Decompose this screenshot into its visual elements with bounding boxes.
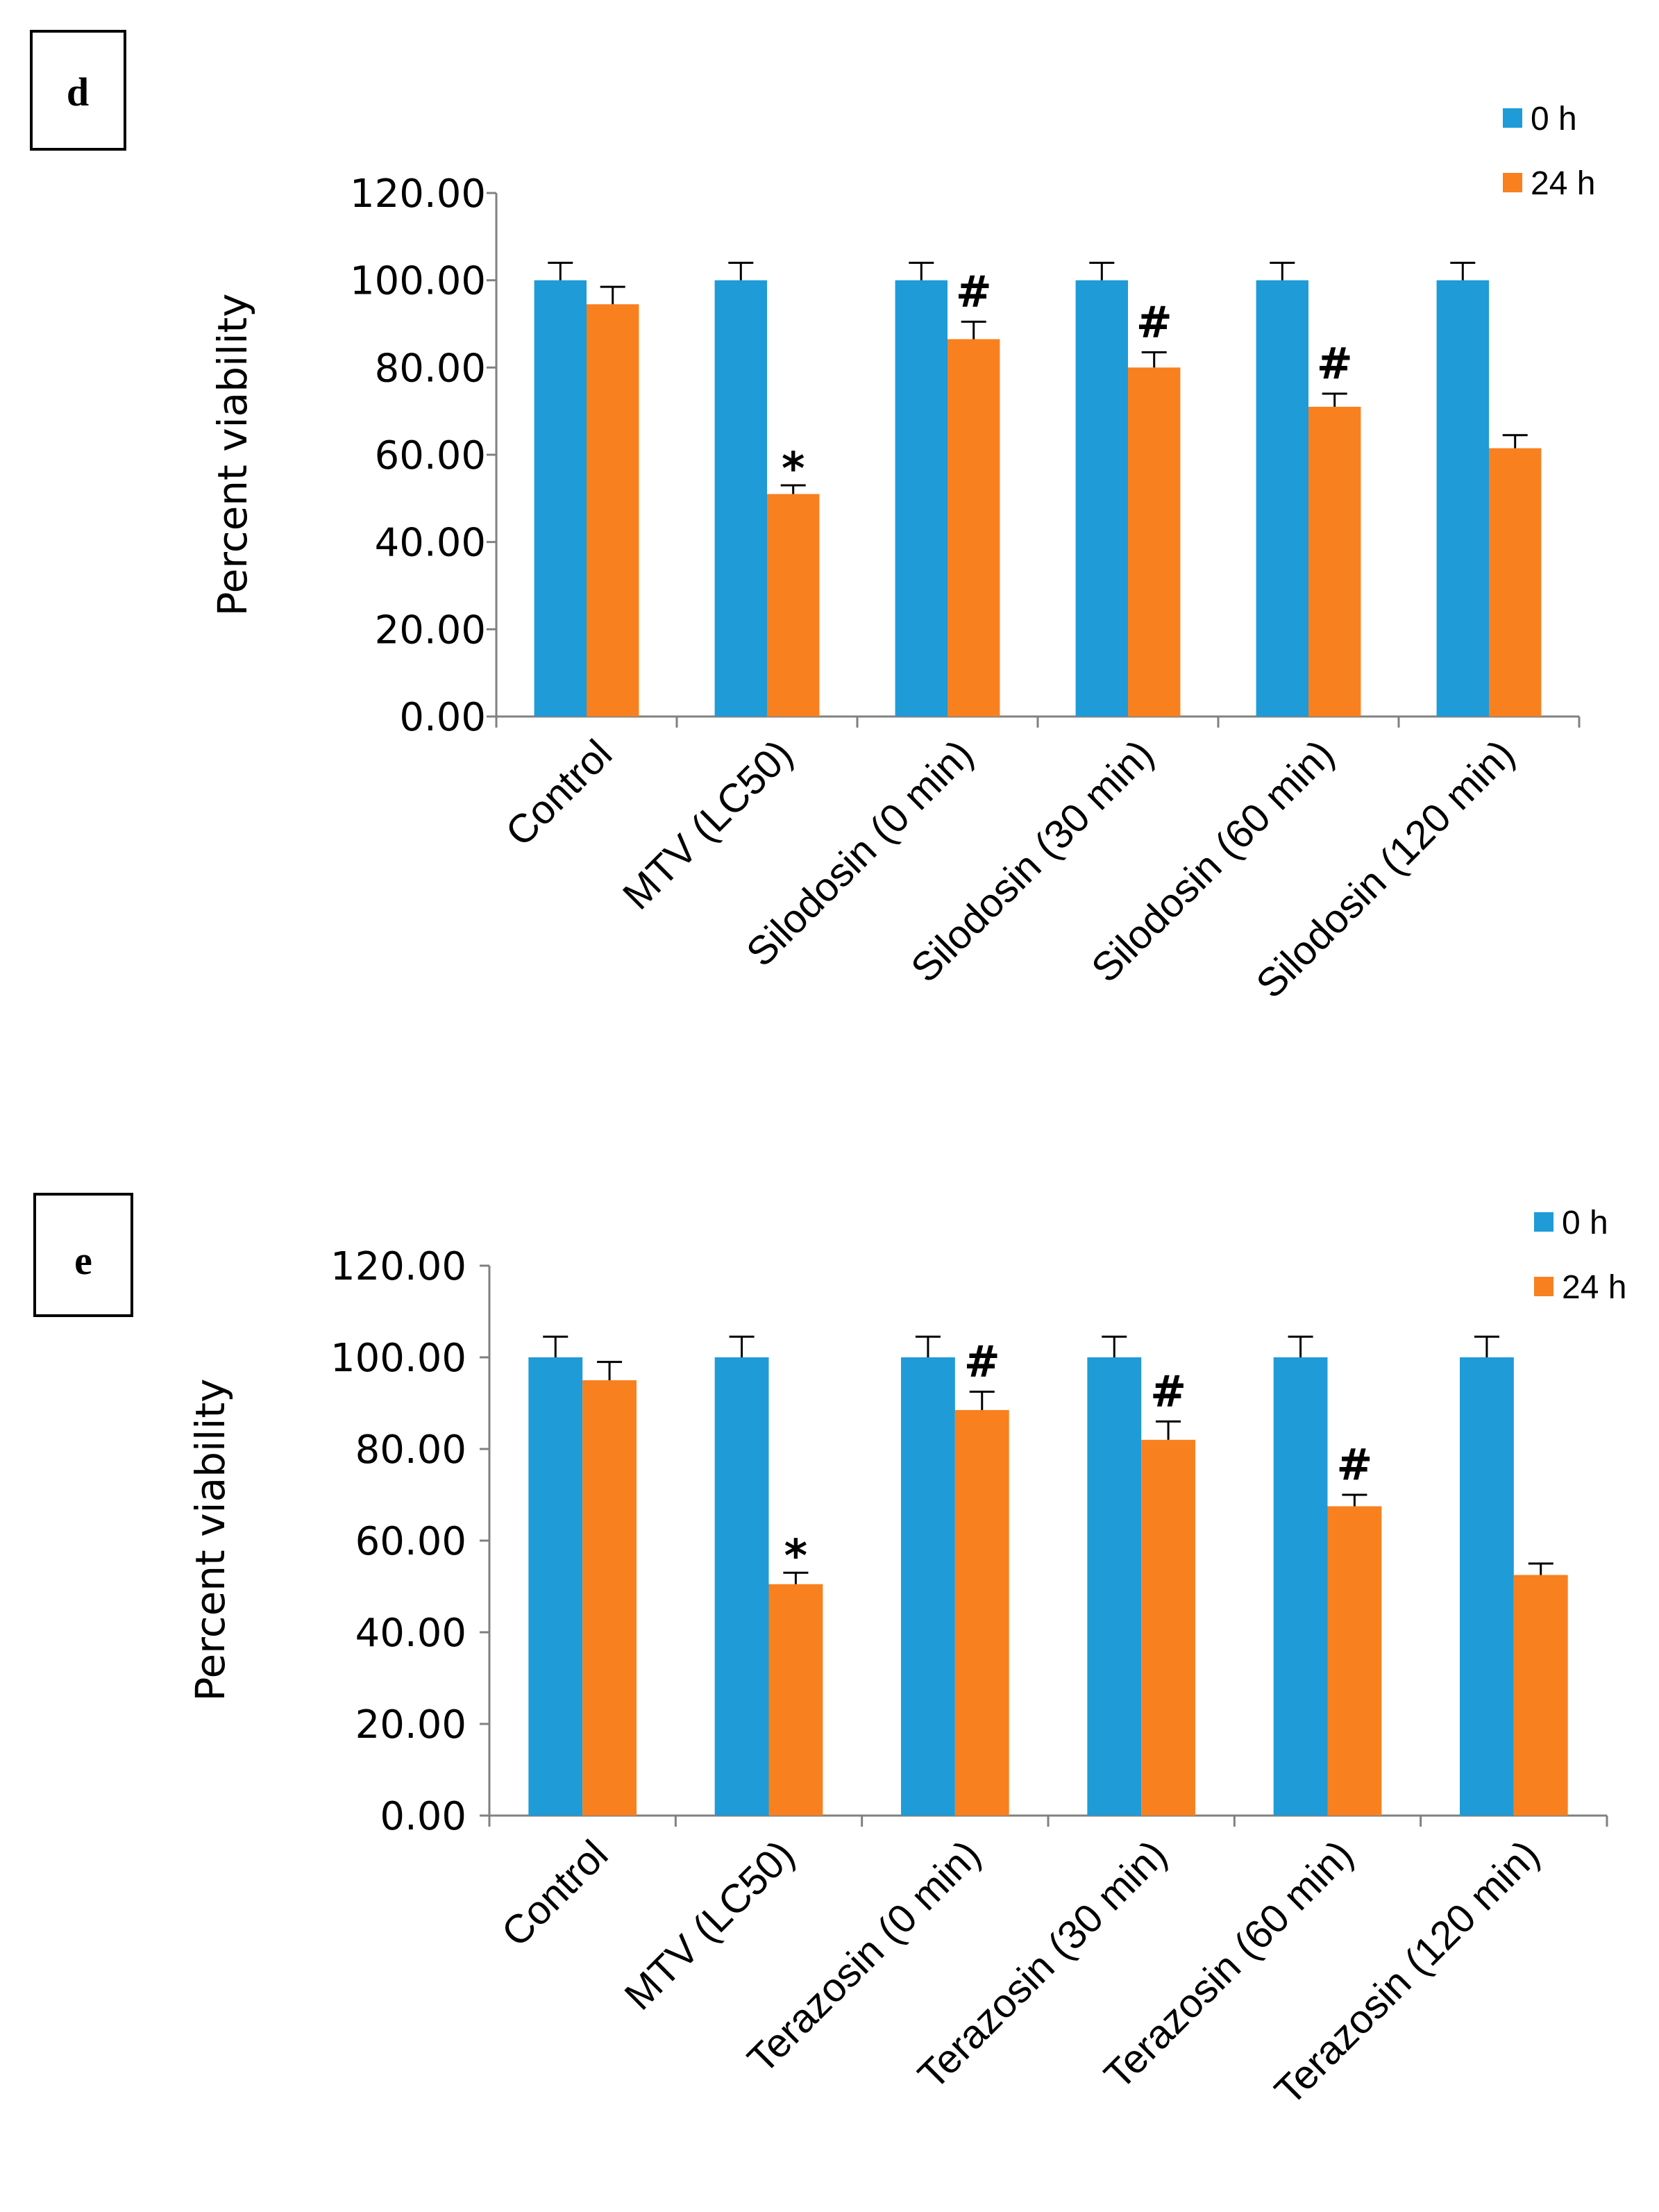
panel-d-bar-24h xyxy=(1128,367,1181,717)
panel-d-bar-0h xyxy=(714,280,767,717)
panel-d-category-label: MTV (LC50) xyxy=(614,731,801,918)
panel-d-y-tick-label: 40.00 xyxy=(375,521,486,566)
panel-d-y-tick-label: 0.00 xyxy=(399,695,486,740)
panel-d-bar-0h xyxy=(1436,280,1489,717)
panel-d-bar-24h xyxy=(587,304,639,717)
panel-e-bar-0h xyxy=(528,1357,583,1816)
panel-d-bar-0h xyxy=(1256,280,1308,717)
panel-e-bar-0h xyxy=(714,1357,769,1816)
panel-d-bar-24h xyxy=(767,494,820,717)
panel-e-y-axis-label: Percent viability xyxy=(187,1379,234,1702)
panel-d-y-tick-label: 120.00 xyxy=(350,171,486,217)
panel-d-legend-swatch-24h xyxy=(1503,173,1522,192)
panel-e-y-tick-label: 0.00 xyxy=(380,1794,466,1839)
panel-e-legend-label: 0 h xyxy=(1562,1205,1608,1241)
panel-d-bar-0h xyxy=(1075,280,1128,717)
panel-d-bar-24h xyxy=(948,339,1000,717)
panel-e-y-tick-label: 120.00 xyxy=(330,1244,466,1289)
panel-e-bar-24h xyxy=(1513,1575,1568,1816)
panel-d-label-box xyxy=(30,30,126,151)
panel-e-y-tick-label: 20.00 xyxy=(355,1702,466,1748)
panel-e-label-box xyxy=(33,1193,133,1317)
panel-d-significance-marker: * xyxy=(782,444,805,495)
panel-d-y-tick-label: 80.00 xyxy=(375,346,486,391)
panel-d-label: d xyxy=(67,69,89,115)
panel-e-y-tick-label: 100.00 xyxy=(330,1336,466,1381)
panel-d-y-tick-label: 20.00 xyxy=(375,608,486,653)
panel-e-significance-marker: # xyxy=(1150,1366,1186,1416)
panel-e-bar-24h xyxy=(582,1380,637,1816)
panel-d-significance-marker: # xyxy=(956,266,992,317)
panel-e-y-tick-label: 60.00 xyxy=(355,1519,466,1564)
panel-d-significance-marker: # xyxy=(1317,338,1353,389)
panel-e-y-tick-label: 40.00 xyxy=(355,1611,466,1656)
panel-d-legend-label: 24 h xyxy=(1531,165,1595,202)
panel-e-bar-24h xyxy=(768,1584,823,1816)
panel-e-bar-0h xyxy=(1273,1357,1328,1816)
panel-d-y-axis-label: Percent viability xyxy=(209,294,256,617)
panel-d-y-tick-label: 100.00 xyxy=(350,259,486,304)
panel-d-bar-0h xyxy=(534,280,587,717)
panel-e-significance-marker: # xyxy=(1336,1439,1372,1490)
panel-e-significance-marker: # xyxy=(964,1337,1000,1387)
panel-e-label: e xyxy=(74,1238,92,1283)
panel-d-bar-24h xyxy=(1308,406,1361,717)
panel-d-bar-0h xyxy=(895,280,948,717)
panel-d-legend-label: 0 h xyxy=(1531,101,1577,137)
panel-e-bar-0h xyxy=(1087,1357,1142,1816)
panel-e-legend-swatch-0h xyxy=(1534,1212,1553,1232)
panel-e-category-label: MTV (LC50) xyxy=(616,1832,802,2018)
panel-e-significance-marker: * xyxy=(784,1531,807,1582)
panel-d-y-tick-label: 60.00 xyxy=(375,433,486,478)
panel-e-bar-24h xyxy=(954,1409,1009,1816)
panel-e-bar-0h xyxy=(901,1357,955,1816)
panel-d-category-label: Control xyxy=(497,731,621,855)
panel-e-bar-24h xyxy=(1327,1506,1382,1816)
panel-e-category-label: Control xyxy=(493,1832,616,1955)
panel-e-legend-swatch-24h xyxy=(1534,1277,1553,1296)
panel-e-legend-label: 24 h xyxy=(1562,1269,1626,1306)
panel-d-bar-24h xyxy=(1489,448,1542,717)
panel-d-legend-swatch-0h xyxy=(1503,108,1522,128)
panel-e-y-tick-label: 80.00 xyxy=(355,1427,466,1473)
panel-e-bar-24h xyxy=(1141,1439,1195,1816)
panel-e-bar-0h xyxy=(1460,1357,1514,1816)
panel-d-significance-marker: # xyxy=(1136,296,1172,347)
